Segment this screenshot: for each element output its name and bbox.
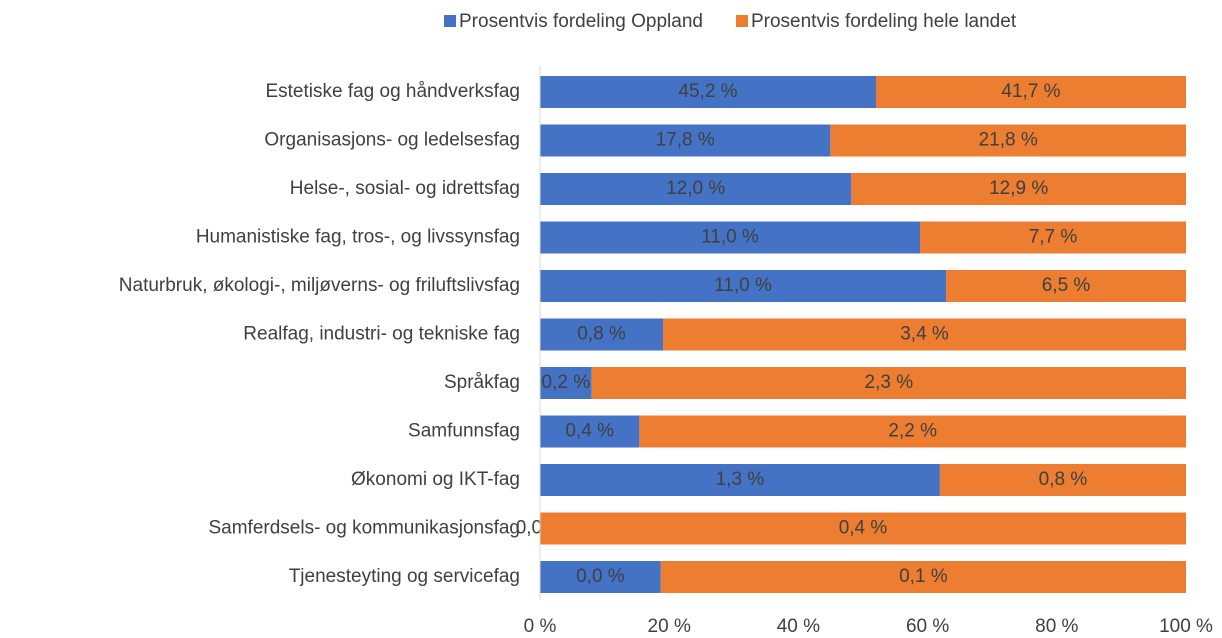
y-tick-label: Humanistiske fag, tros-, og livssynsfag <box>196 227 520 248</box>
data-label: 2,2 % <box>888 421 937 442</box>
bar-segment <box>830 124 1186 157</box>
data-label: 2,3 % <box>865 372 914 393</box>
bar-segment <box>540 318 664 351</box>
bar-segment <box>540 464 940 496</box>
bar-segment <box>591 367 1186 399</box>
bar-segment <box>540 173 852 205</box>
x-tick-label: 40 % <box>777 616 820 637</box>
y-tick-label: Helse-, sosial- og idrettsfag <box>290 178 520 199</box>
y-tick-label: Realfag, industri- og tekniske fag <box>243 324 520 345</box>
x-tick-label: 20 % <box>648 616 691 637</box>
y-tick-label: Samferdsels- og kommunikasjonsfag <box>208 518 520 539</box>
bar-segment <box>540 415 640 448</box>
data-label: 0,4 % <box>565 421 614 442</box>
data-label: 0,0 % <box>576 566 625 587</box>
legend-swatch <box>735 15 748 27</box>
data-label: 11,0 % <box>701 227 759 248</box>
bar-segment <box>540 76 877 108</box>
data-label: 1,3 % <box>716 469 765 490</box>
x-tick-label: 60 % <box>906 616 949 637</box>
data-label: 0,4 % <box>839 518 888 539</box>
bar-segment <box>540 124 831 157</box>
y-tick-label: Estetiske fag og håndverksfag <box>265 81 520 102</box>
data-label: 0,8 % <box>577 324 626 345</box>
y-tick-label: Tjenesteyting og servicefag <box>289 566 520 587</box>
bar-segment <box>920 221 1186 254</box>
y-tick-label: Samfunnsfag <box>408 421 520 442</box>
data-label: 12,0 % <box>666 178 725 199</box>
bar-segment <box>639 415 1186 448</box>
x-tick-label: 100 % <box>1159 616 1213 637</box>
y-tick-label: Organisasjons- og ledelsesfag <box>264 130 520 151</box>
data-label: 6,5 % <box>1042 275 1091 296</box>
data-label: 21,8 % <box>979 130 1038 151</box>
bar-segment <box>939 464 1186 496</box>
data-label: 45,2 % <box>678 81 737 102</box>
y-tick-label: Naturbruk, økologi-, miljøverns- og fril… <box>119 275 520 296</box>
y-tick-label: Økonomi og IKT-fag <box>351 469 520 490</box>
bar-segment <box>663 318 1186 351</box>
bar-segment <box>660 561 1186 593</box>
data-label: 7,7 % <box>1029 227 1078 248</box>
data-label: 17,8 % <box>656 130 715 151</box>
data-label: 41,7 % <box>1001 81 1060 102</box>
bar-segment <box>540 561 661 593</box>
bar-segment <box>540 367 592 399</box>
x-tick-label: 80 % <box>1035 616 1078 637</box>
x-tick-label: 0 % <box>524 616 557 637</box>
data-label: 11,0 % <box>714 275 772 296</box>
bar-segment <box>540 512 1186 545</box>
data-label: 0,1 % <box>899 566 948 587</box>
data-label: 12,9 % <box>989 178 1048 199</box>
bar-segment <box>946 270 1186 302</box>
legend-label: Prosentvis fordeling hele landet <box>751 11 1017 32</box>
bar-segment <box>851 173 1186 205</box>
data-label: 0,2 % <box>542 372 591 393</box>
y-tick-label: Språkfag <box>444 372 520 393</box>
bar-segment <box>540 270 947 302</box>
legend-label: Prosentvis fordeling Oppland <box>459 11 703 32</box>
data-label: 0,8 % <box>1039 469 1088 490</box>
data-label: 3,4 % <box>900 324 949 345</box>
bar-segment <box>540 221 920 254</box>
bar-segment <box>876 76 1186 108</box>
legend-swatch <box>444 15 456 27</box>
